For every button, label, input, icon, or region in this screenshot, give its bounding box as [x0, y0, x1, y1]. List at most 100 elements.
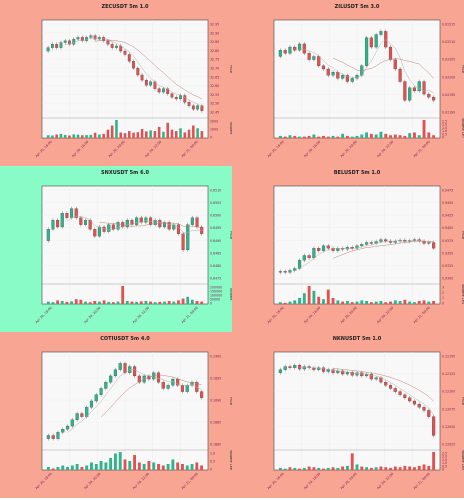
- candle-body: [341, 370, 345, 375]
- candle-body: [408, 87, 412, 101]
- candle-body: [133, 366, 137, 377]
- volume-bar: [365, 467, 369, 470]
- candle-body: [132, 61, 135, 69]
- candle-body: [50, 44, 54, 48]
- volume-bar: [171, 459, 175, 470]
- volume-bar: [369, 467, 373, 470]
- candle-body: [403, 239, 407, 242]
- volume-bar: [341, 301, 345, 304]
- candle-body: [283, 366, 287, 370]
- price-tick-label: 0.6495: [210, 226, 221, 230]
- chart-title: ZECUSDT 5m 1.0: [102, 4, 149, 10]
- volume-bar: [393, 134, 397, 138]
- candle-body: [293, 268, 297, 271]
- volume-bar: [278, 135, 282, 138]
- volume-bar: [326, 136, 330, 138]
- candle-body: [60, 213, 64, 228]
- candle-body: [297, 43, 302, 51]
- volume-bar: [139, 301, 143, 304]
- candle-body: [336, 248, 340, 251]
- candle-body: [200, 105, 204, 111]
- price-tick-label: 0.12075: [442, 407, 455, 411]
- volume-bar: [152, 462, 156, 470]
- candle-body: [422, 81, 426, 95]
- candle-body: [283, 271, 287, 273]
- candle-body: [106, 40, 110, 45]
- volume-bar: [307, 135, 311, 138]
- price-tick-label: 0.9325: [442, 264, 453, 268]
- volume-bar: [403, 299, 407, 304]
- candle-body: [176, 224, 180, 234]
- price-tick-label: 0.9400: [442, 226, 453, 230]
- volume-bar: [149, 130, 152, 138]
- volume-bar: [74, 299, 78, 304]
- volume-bar: [147, 461, 151, 470]
- candle-body: [288, 46, 292, 54]
- candle-body: [102, 37, 106, 41]
- volume-bar: [307, 286, 311, 304]
- x-tick-label: Apr 20, 16:00: [266, 306, 284, 324]
- candle-body: [379, 239, 383, 242]
- volume-bar: [106, 129, 110, 138]
- volume-bar: [389, 301, 392, 304]
- candle-body: [398, 391, 402, 395]
- volume-bar: [374, 134, 378, 138]
- candle-body: [432, 242, 436, 249]
- volume-bar: [389, 135, 392, 138]
- moving-average-line: [99, 222, 202, 229]
- price-tick-label: 0.6475: [210, 277, 221, 281]
- price-tick-label: 0.6500: [210, 214, 221, 218]
- volume-bar: [422, 120, 426, 138]
- volume-bar: [98, 301, 101, 304]
- candle-body: [89, 400, 94, 408]
- volume-bar: [174, 131, 178, 138]
- volume-tick-label: 0: [442, 136, 444, 140]
- candle-body: [137, 375, 141, 383]
- volume-bar: [46, 467, 50, 470]
- candle-body: [417, 81, 421, 92]
- candle-body: [408, 397, 412, 402]
- candlestick-chart: ZECUSDT 5m 1.0 32.95 32.90 32.85 32.80 32.75 3…: [34, 4, 232, 158]
- candle-body: [65, 425, 70, 430]
- volume-tick-label: 100000: [210, 294, 222, 298]
- candle-body: [97, 226, 101, 237]
- candlestick-chart: COTIUSDT 5m 4.0 0.1900 0.1895 0.1890 0.1885 0…: [34, 336, 232, 490]
- x-tick-label: Apr 20, 20:00: [339, 306, 357, 324]
- volume-bar: [90, 462, 93, 470]
- candle-body: [115, 45, 118, 48]
- price-tick-label: 0.1880: [210, 443, 221, 447]
- volume-bar: [417, 301, 421, 304]
- candle-body: [76, 37, 80, 40]
- moving-average-line: [66, 216, 202, 233]
- volume-bar: [369, 133, 373, 138]
- moving-average-line: [100, 374, 202, 418]
- volume-bar: [88, 302, 92, 304]
- candle-body: [65, 213, 69, 218]
- volume-tick-label: 3: [442, 286, 444, 290]
- candle-body: [369, 373, 373, 380]
- volume-bar: [157, 126, 161, 138]
- volume-bar: [115, 120, 118, 138]
- volume-tick-label: 1.0: [442, 461, 447, 465]
- candle-body: [302, 43, 306, 54]
- volume-tick-label: 1000: [210, 128, 218, 132]
- volume-bar: [331, 135, 335, 138]
- candle-body: [331, 72, 335, 76]
- volume-bar: [322, 299, 325, 304]
- volume-bar: [179, 128, 182, 138]
- volume-bar: [408, 466, 412, 470]
- candle-body: [317, 248, 321, 251]
- volume-bar: [119, 132, 123, 138]
- volume-bar: [278, 467, 282, 470]
- price-tick-label: 0.12025: [442, 443, 455, 447]
- candle-body: [176, 378, 180, 386]
- volume-bar: [93, 132, 97, 138]
- candle-body: [196, 105, 200, 110]
- price-axis-label: Price: [461, 65, 464, 73]
- volume-bar: [302, 293, 306, 304]
- candle-body: [127, 54, 131, 62]
- moving-average-line: [299, 39, 434, 94]
- volume-bar: [132, 132, 135, 138]
- volume-bar: [413, 132, 416, 138]
- candle-body: [161, 382, 165, 389]
